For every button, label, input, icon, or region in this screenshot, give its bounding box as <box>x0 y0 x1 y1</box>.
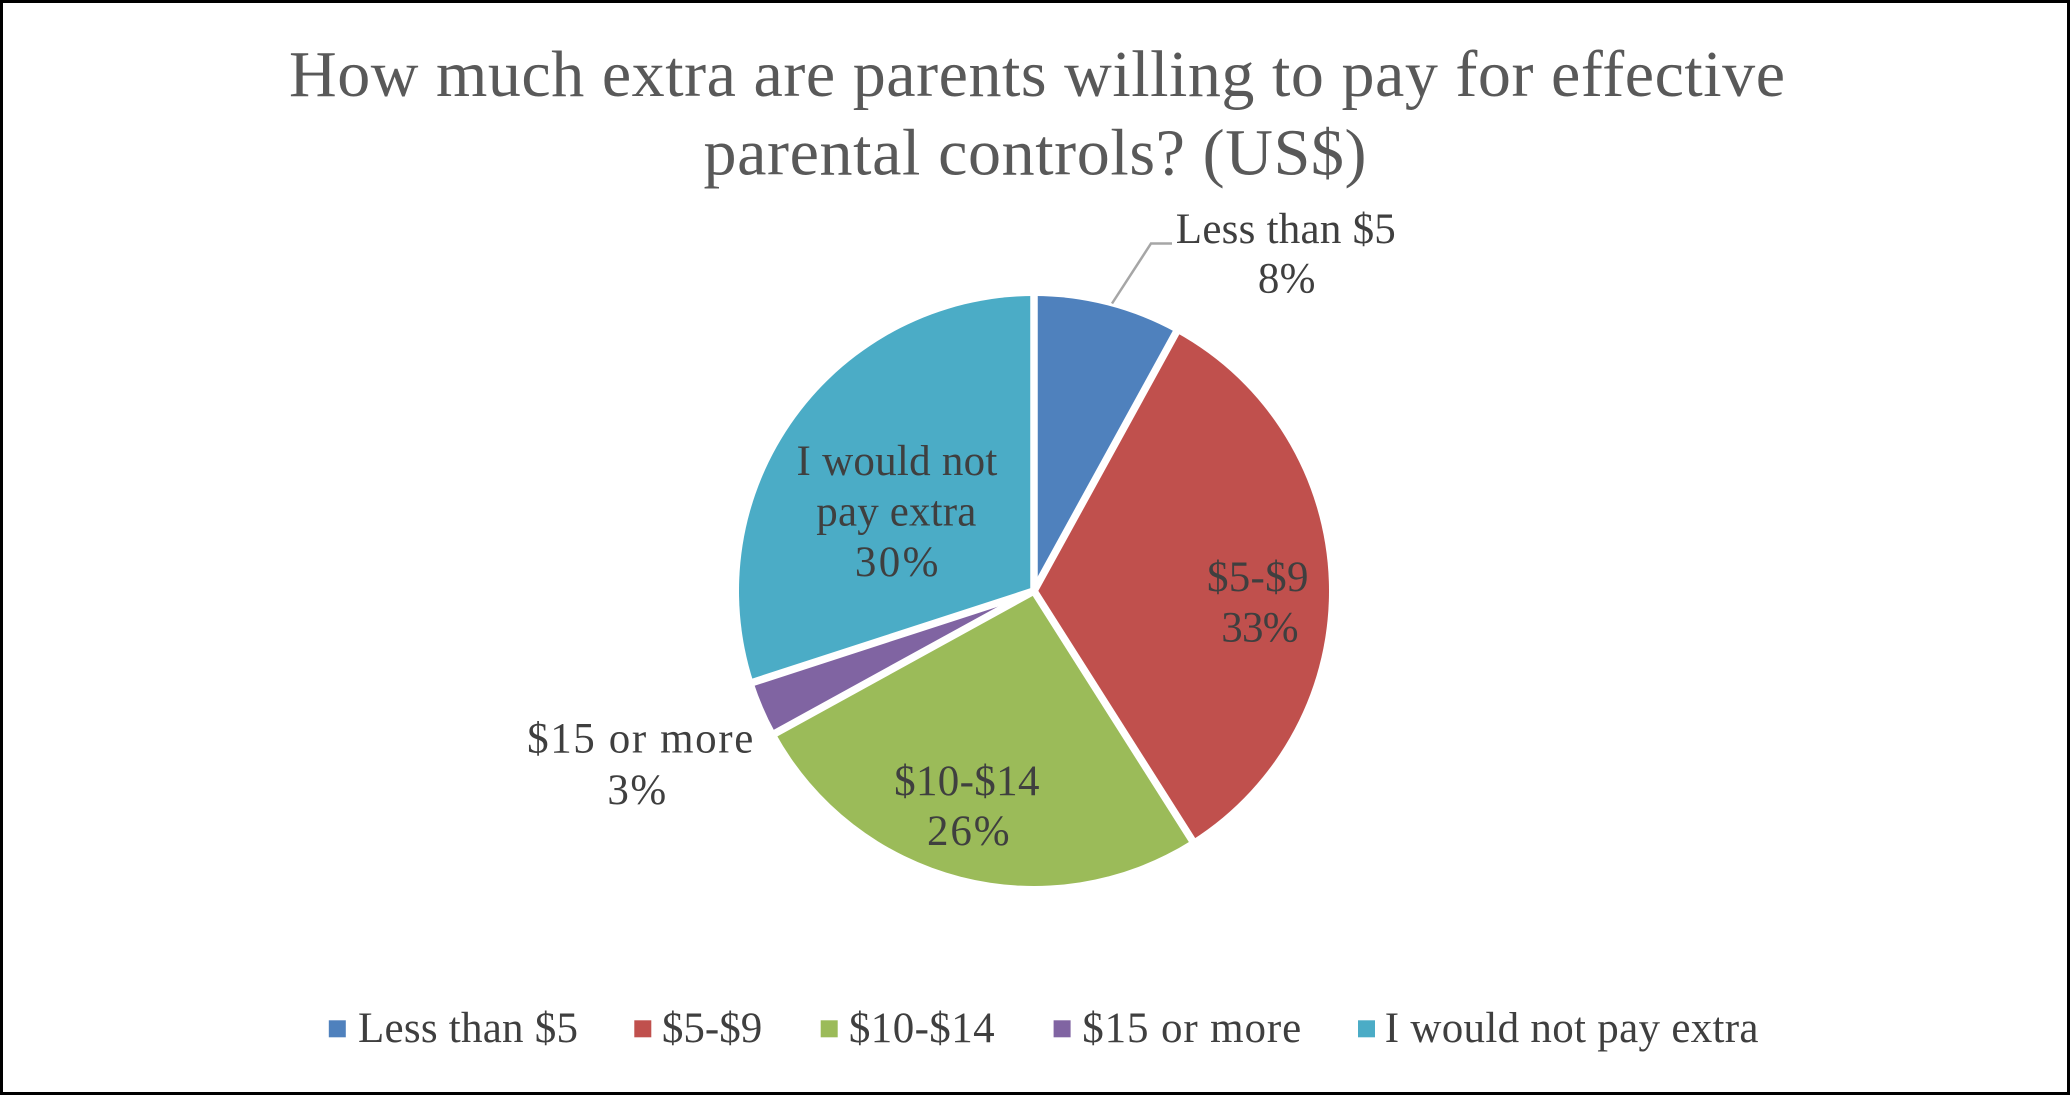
svg-text:Less than $5: Less than $5 <box>1176 206 1396 253</box>
svg-text:$15 or more: $15 or more <box>1082 1005 1301 1052</box>
svg-text:8%: 8% <box>1258 256 1316 303</box>
svg-text:33%: 33% <box>1221 604 1298 651</box>
svg-text:I would not pay extra: I would not pay extra <box>1385 1005 1759 1052</box>
svg-text:$15 or more: $15 or more <box>527 715 753 762</box>
svg-text:Less than $5: Less than $5 <box>358 1005 578 1052</box>
svg-text:I would not: I would not <box>797 438 998 485</box>
svg-text:3%: 3% <box>607 767 666 814</box>
svg-text:$10-$14: $10-$14 <box>894 758 1039 805</box>
svg-text:$10-$14: $10-$14 <box>849 1005 995 1052</box>
svg-text:pay extra: pay extra <box>816 489 976 536</box>
svg-text:How much extra are parents wil: How much extra are parents willing to pa… <box>289 38 1785 111</box>
svg-text:parental controls? (US$): parental controls? (US$) <box>704 116 1367 189</box>
svg-text:$5-$9: $5-$9 <box>1207 554 1309 601</box>
svg-text:$5-$9: $5-$9 <box>662 1005 762 1052</box>
svg-text:30%: 30% <box>855 539 939 586</box>
svg-text:26%: 26% <box>927 808 1010 855</box>
